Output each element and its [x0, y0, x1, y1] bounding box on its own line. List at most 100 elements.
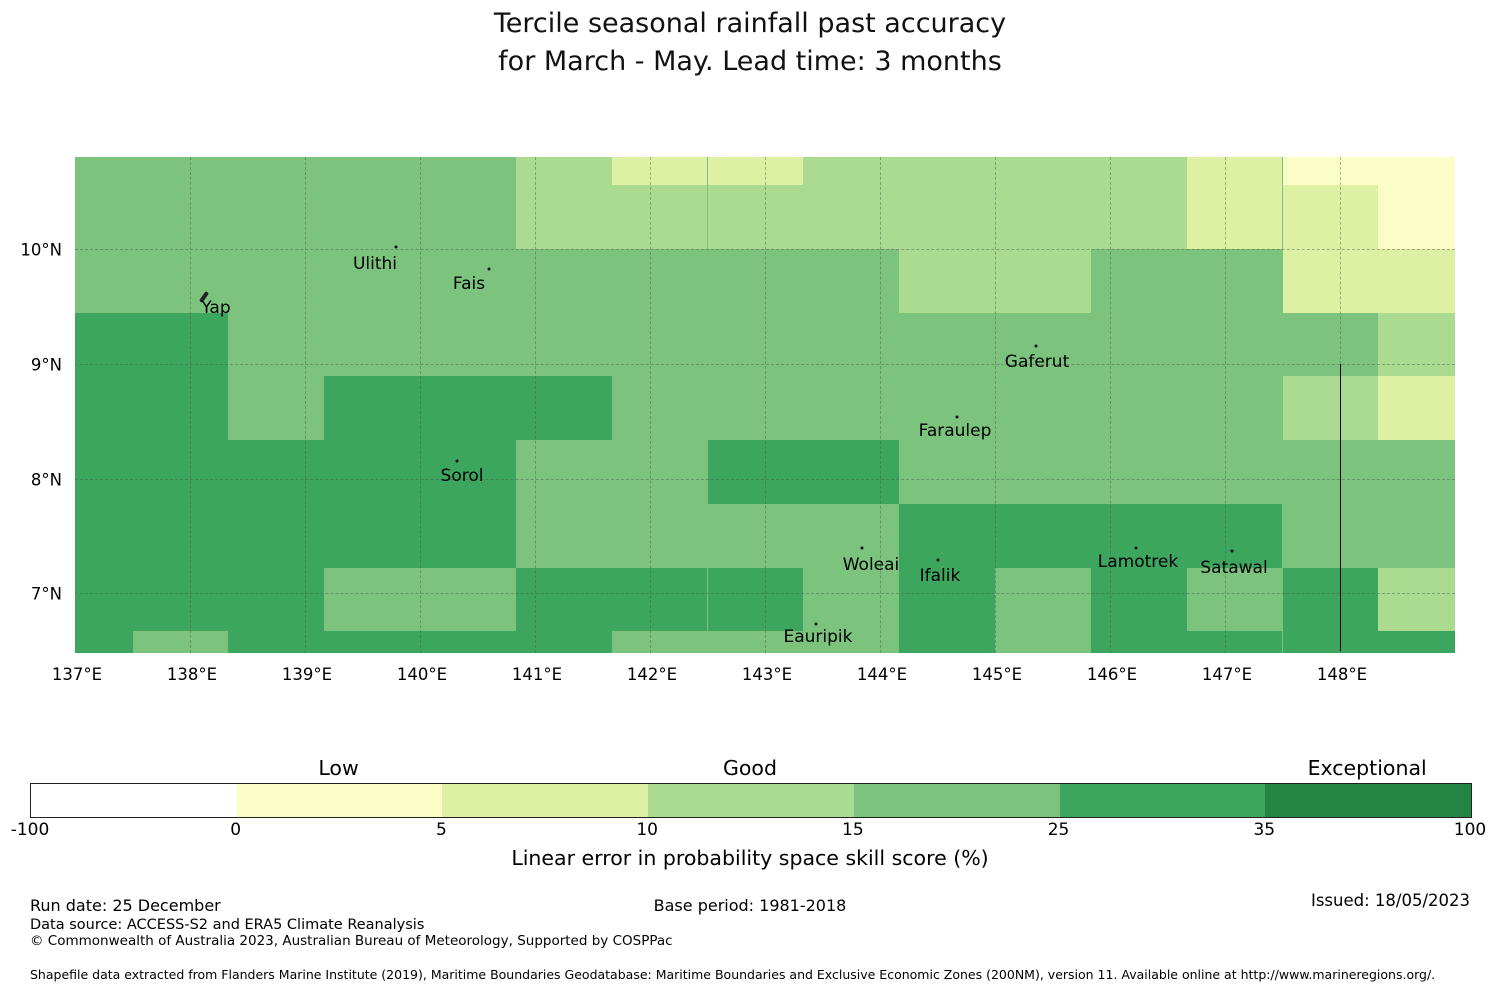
map-cell	[132, 157, 229, 186]
map-cell	[995, 157, 1091, 186]
x-axis-tick-label: 147°E	[1201, 665, 1253, 684]
x-axis-tick-label: 148°E	[1316, 665, 1368, 684]
map-cell	[995, 503, 1091, 568]
gridline-horizontal	[75, 478, 1455, 480]
map-cell	[1282, 157, 1379, 186]
map-cell	[611, 376, 708, 441]
gridline-vertical	[650, 157, 651, 653]
map-cell	[420, 312, 516, 377]
gridline-vertical	[765, 157, 766, 653]
map-cell	[899, 631, 995, 653]
data-source-text: Data source: ACCESS-S2 and ERA5 Climate …	[30, 917, 425, 933]
map-cell	[803, 157, 900, 186]
map-cell	[707, 440, 804, 504]
map-cell	[228, 185, 325, 249]
map-cell	[803, 440, 900, 504]
map-cell	[995, 185, 1091, 249]
map-cell	[420, 503, 516, 568]
map-cell	[1378, 440, 1455, 504]
gridline-horizontal	[75, 363, 1455, 365]
x-axis-tick-label: 143°E	[741, 665, 793, 684]
map-cell	[132, 249, 229, 313]
eez-boundary-line	[1340, 363, 1341, 651]
map-cell	[515, 440, 612, 504]
map-cell	[1186, 157, 1283, 186]
map-cell	[1186, 631, 1283, 653]
map-cell	[1378, 567, 1455, 632]
map-cell	[228, 440, 325, 504]
colorbar-segment	[648, 784, 854, 817]
x-axis-tick-label: 142°E	[626, 665, 678, 684]
map-cell	[75, 185, 133, 249]
run-date-text: Run date: 25 December	[30, 896, 221, 915]
map-cell	[132, 567, 229, 632]
map-cell	[1378, 376, 1455, 441]
map-cell	[1186, 376, 1283, 441]
island-marker-eauripik	[814, 622, 818, 626]
island-label-gaferut: Gaferut	[1004, 352, 1070, 372]
y-axis-tick-label: 9°N	[30, 355, 62, 375]
island-label-lamotrek: Lamotrek	[1097, 552, 1179, 572]
map-cell	[75, 376, 133, 441]
map-cell	[228, 376, 325, 441]
map-cell	[420, 376, 516, 441]
map-cell	[995, 440, 1091, 504]
map-cell	[324, 157, 420, 186]
colorbar-axis-label: Linear error in probability space skill …	[511, 846, 989, 870]
map-cell	[1282, 631, 1379, 653]
map-cell	[1282, 440, 1379, 504]
x-axis-tick-label: 139°E	[281, 665, 333, 684]
map-cell	[1186, 249, 1283, 313]
map-cell	[1378, 157, 1455, 186]
map-cell	[1090, 249, 1187, 313]
map-cell	[228, 157, 325, 186]
colorbar-tick-label: 25	[1047, 820, 1070, 840]
island-marker-gaferut	[1034, 344, 1038, 348]
map-cell	[1378, 185, 1455, 249]
gridline-vertical	[1225, 157, 1226, 653]
island-marker-sorol	[455, 459, 459, 463]
map-cell	[228, 631, 325, 653]
map-cell	[1378, 312, 1455, 377]
map-heatmap: Yap Ulithi Fais Sorol Gaferut Faraulep Woleai I…	[75, 157, 1455, 653]
map-cell	[132, 440, 229, 504]
map-cell	[420, 249, 516, 313]
map-cell	[420, 567, 516, 632]
map-cell	[995, 249, 1091, 313]
map-cell	[324, 567, 420, 632]
map-cell	[75, 312, 133, 377]
gridline-vertical	[305, 157, 306, 653]
map-cell	[75, 631, 133, 653]
map-cell	[1186, 185, 1283, 249]
gridline-vertical	[1110, 157, 1111, 653]
map-cell	[75, 567, 133, 632]
island-label-ulithi: Ulithi	[352, 254, 398, 274]
colorbar-tick-label: 5	[436, 820, 447, 840]
map-cell	[1282, 376, 1379, 441]
map-cell	[707, 157, 804, 186]
map-cell	[899, 503, 995, 568]
colorbar-tick-label: 15	[842, 820, 864, 840]
map-cell	[899, 249, 995, 313]
copyright-text: © Commonwealth of Australia 2023, Austra…	[30, 933, 673, 949]
colorbar-category-label: Low	[318, 756, 359, 780]
x-axis-tick-label: 146°E	[1086, 665, 1138, 684]
map-cell	[995, 312, 1091, 377]
x-axis-tick-label: 137°E	[51, 665, 103, 684]
map-cell	[1186, 312, 1283, 377]
map-cell	[324, 185, 420, 249]
x-axis-tick-label: 138°E	[166, 665, 218, 684]
x-axis-tick-label: 141°E	[511, 665, 563, 684]
map-cell	[611, 631, 708, 653]
y-axis-tick-label: 7°N	[30, 584, 62, 604]
island-marker-faraulep	[955, 415, 959, 419]
map-cell	[75, 440, 133, 504]
map-cell	[132, 185, 229, 249]
map-cell	[324, 376, 420, 441]
map-cell	[707, 503, 804, 568]
map-cell	[324, 312, 420, 377]
map-cell	[75, 249, 133, 313]
map-cell	[515, 376, 612, 441]
map-cell	[75, 157, 133, 186]
gridline-vertical	[995, 157, 996, 653]
